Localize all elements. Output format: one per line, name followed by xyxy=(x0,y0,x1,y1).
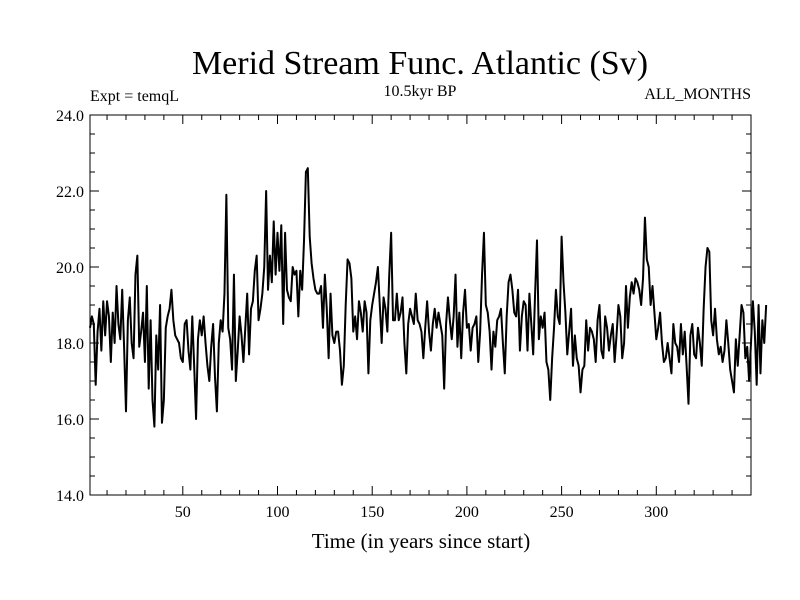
data-line xyxy=(89,167,768,428)
axis-tick-labels: 50 100 150 200 250 300 14.0 16.0 18.0 20.0 22.0 24.… xyxy=(56,108,668,521)
axis-ticks xyxy=(90,114,752,496)
months-label: ALL_MONTHS xyxy=(644,86,751,103)
period-label: 10.5kyr BP xyxy=(384,83,457,100)
chart-title: Merid Stream Func. Atlantic (Sv) xyxy=(192,45,648,82)
x-tick-label: 200 xyxy=(455,504,479,521)
y-tick-label: 18.0 xyxy=(56,336,84,353)
x-tick-label: 100 xyxy=(266,504,290,521)
y-tick-label: 14.0 xyxy=(56,488,84,505)
x-tick-label: 250 xyxy=(550,504,574,521)
y-tick-label: 22.0 xyxy=(56,184,84,201)
x-axis-label: Time (in years since start) xyxy=(312,529,531,553)
y-tick-label: 24.0 xyxy=(56,108,84,125)
experiment-label: Expt = temqL xyxy=(90,88,179,105)
y-tick-label: 16.0 xyxy=(56,412,84,429)
plot-frame xyxy=(89,114,752,496)
x-tick-label: 150 xyxy=(360,504,384,521)
y-tick-label: 20.0 xyxy=(56,260,84,277)
x-tick-label: 300 xyxy=(644,504,668,521)
x-tick-label: 50 xyxy=(175,504,191,521)
